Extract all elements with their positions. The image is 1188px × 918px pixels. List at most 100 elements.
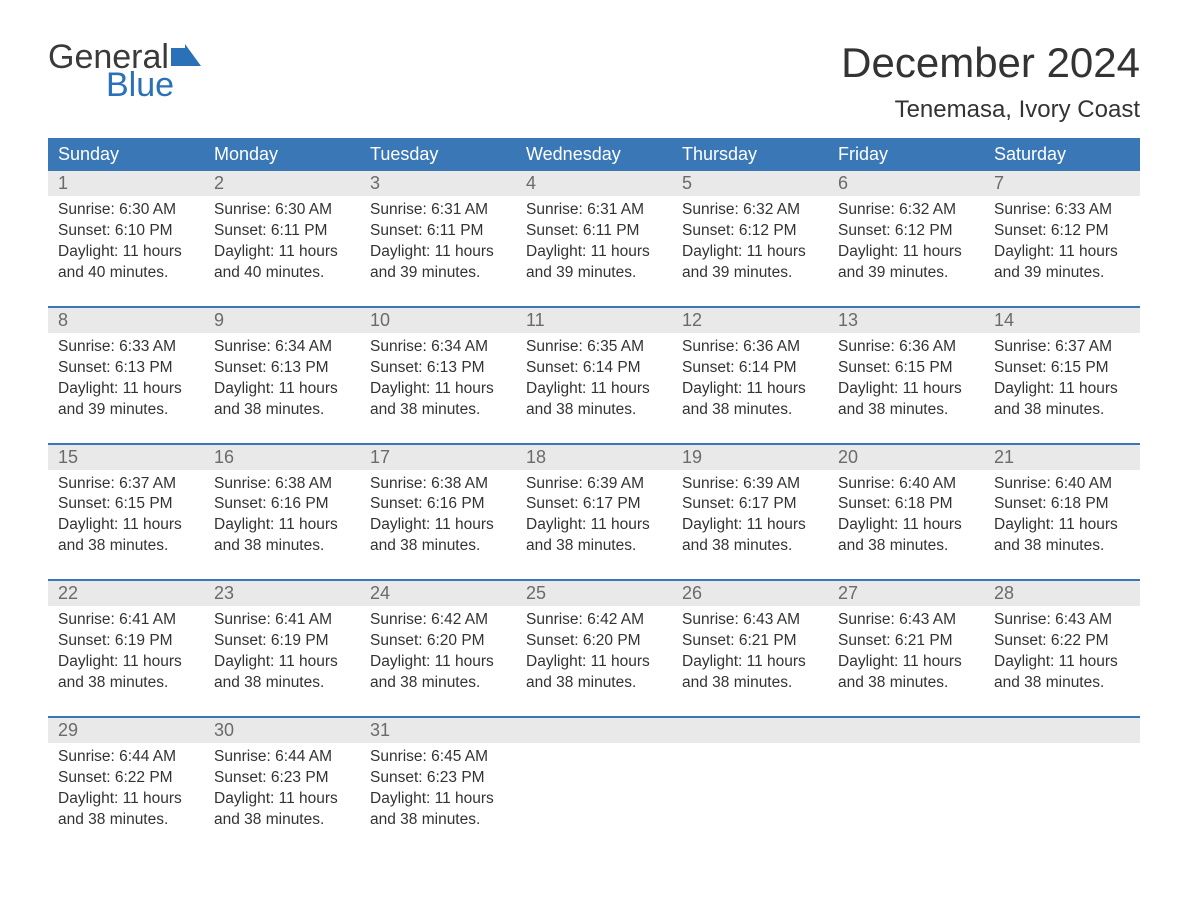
day-cell: Sunrise: 6:40 AMSunset: 6:18 PMDaylight:… bbox=[984, 470, 1140, 566]
weekday-header-cell: Sunday bbox=[48, 138, 204, 171]
day-number: 18 bbox=[516, 445, 672, 470]
daylight-text: Daylight: 11 hours and 38 minutes. bbox=[214, 515, 350, 557]
calendar-week: 293031Sunrise: 6:44 AMSunset: 6:22 PMDay… bbox=[48, 716, 1140, 839]
day-number: 8 bbox=[48, 308, 204, 333]
day-number: 5 bbox=[672, 171, 828, 196]
logo-flag-icon bbox=[171, 44, 201, 70]
sunset-text: Sunset: 6:11 PM bbox=[214, 221, 350, 242]
sunset-text: Sunset: 6:13 PM bbox=[370, 358, 506, 379]
daylight-text: Daylight: 11 hours and 38 minutes. bbox=[214, 789, 350, 831]
sunset-text: Sunset: 6:19 PM bbox=[58, 631, 194, 652]
calendar-week: 22232425262728Sunrise: 6:41 AMSunset: 6:… bbox=[48, 579, 1140, 702]
daylight-text: Daylight: 11 hours and 38 minutes. bbox=[682, 652, 818, 694]
daylight-text: Daylight: 11 hours and 38 minutes. bbox=[994, 652, 1130, 694]
sunrise-text: Sunrise: 6:44 AM bbox=[214, 747, 350, 768]
sunset-text: Sunset: 6:10 PM bbox=[58, 221, 194, 242]
day-cell bbox=[828, 743, 984, 839]
daylight-text: Daylight: 11 hours and 38 minutes. bbox=[838, 515, 974, 557]
day-number: 31 bbox=[360, 718, 516, 743]
daylight-text: Daylight: 11 hours and 38 minutes. bbox=[370, 652, 506, 694]
sunset-text: Sunset: 6:20 PM bbox=[370, 631, 506, 652]
sunrise-text: Sunrise: 6:34 AM bbox=[370, 337, 506, 358]
sunset-text: Sunset: 6:15 PM bbox=[994, 358, 1130, 379]
daylight-text: Daylight: 11 hours and 38 minutes. bbox=[370, 515, 506, 557]
sunrise-text: Sunrise: 6:32 AM bbox=[682, 200, 818, 221]
day-number: 28 bbox=[984, 581, 1140, 606]
day-number-row: 22232425262728 bbox=[48, 581, 1140, 606]
sunrise-text: Sunrise: 6:38 AM bbox=[214, 474, 350, 495]
sunset-text: Sunset: 6:15 PM bbox=[58, 494, 194, 515]
daylight-text: Daylight: 11 hours and 38 minutes. bbox=[58, 515, 194, 557]
sunrise-text: Sunrise: 6:32 AM bbox=[838, 200, 974, 221]
weekday-header-row: SundayMondayTuesdayWednesdayThursdayFrid… bbox=[48, 138, 1140, 171]
day-cell: Sunrise: 6:30 AMSunset: 6:11 PMDaylight:… bbox=[204, 196, 360, 292]
sunrise-text: Sunrise: 6:33 AM bbox=[994, 200, 1130, 221]
day-cell: Sunrise: 6:41 AMSunset: 6:19 PMDaylight:… bbox=[204, 606, 360, 702]
sunrise-text: Sunrise: 6:37 AM bbox=[58, 474, 194, 495]
daylight-text: Daylight: 11 hours and 39 minutes. bbox=[838, 242, 974, 284]
sunset-text: Sunset: 6:11 PM bbox=[526, 221, 662, 242]
day-number: 3 bbox=[360, 171, 516, 196]
daylight-text: Daylight: 11 hours and 40 minutes. bbox=[214, 242, 350, 284]
day-cell: Sunrise: 6:34 AMSunset: 6:13 PMDaylight:… bbox=[204, 333, 360, 429]
sunset-text: Sunset: 6:23 PM bbox=[214, 768, 350, 789]
sunrise-text: Sunrise: 6:43 AM bbox=[994, 610, 1130, 631]
sunset-text: Sunset: 6:22 PM bbox=[58, 768, 194, 789]
sunset-text: Sunset: 6:13 PM bbox=[214, 358, 350, 379]
day-cell: Sunrise: 6:43 AMSunset: 6:21 PMDaylight:… bbox=[828, 606, 984, 702]
sunset-text: Sunset: 6:12 PM bbox=[838, 221, 974, 242]
day-cell: Sunrise: 6:34 AMSunset: 6:13 PMDaylight:… bbox=[360, 333, 516, 429]
day-number: 11 bbox=[516, 308, 672, 333]
sunrise-text: Sunrise: 6:44 AM bbox=[58, 747, 194, 768]
sunrise-text: Sunrise: 6:40 AM bbox=[838, 474, 974, 495]
day-number: 1 bbox=[48, 171, 204, 196]
daylight-text: Daylight: 11 hours and 39 minutes. bbox=[526, 242, 662, 284]
sunset-text: Sunset: 6:17 PM bbox=[682, 494, 818, 515]
sunrise-text: Sunrise: 6:33 AM bbox=[58, 337, 194, 358]
daylight-text: Daylight: 11 hours and 38 minutes. bbox=[370, 789, 506, 831]
day-cell: Sunrise: 6:33 AMSunset: 6:12 PMDaylight:… bbox=[984, 196, 1140, 292]
day-cell: Sunrise: 6:39 AMSunset: 6:17 PMDaylight:… bbox=[672, 470, 828, 566]
day-cell: Sunrise: 6:43 AMSunset: 6:21 PMDaylight:… bbox=[672, 606, 828, 702]
day-cell: Sunrise: 6:32 AMSunset: 6:12 PMDaylight:… bbox=[828, 196, 984, 292]
daylight-text: Daylight: 11 hours and 39 minutes. bbox=[58, 379, 194, 421]
sunrise-text: Sunrise: 6:42 AM bbox=[370, 610, 506, 631]
day-cell: Sunrise: 6:38 AMSunset: 6:16 PMDaylight:… bbox=[360, 470, 516, 566]
sunrise-text: Sunrise: 6:35 AM bbox=[526, 337, 662, 358]
sunset-text: Sunset: 6:17 PM bbox=[526, 494, 662, 515]
weekday-header-cell: Saturday bbox=[984, 138, 1140, 171]
sunrise-text: Sunrise: 6:45 AM bbox=[370, 747, 506, 768]
day-cell bbox=[516, 743, 672, 839]
sunrise-text: Sunrise: 6:34 AM bbox=[214, 337, 350, 358]
daylight-text: Daylight: 11 hours and 39 minutes. bbox=[994, 242, 1130, 284]
day-cell: Sunrise: 6:36 AMSunset: 6:14 PMDaylight:… bbox=[672, 333, 828, 429]
daylight-text: Daylight: 11 hours and 38 minutes. bbox=[58, 789, 194, 831]
daylight-text: Daylight: 11 hours and 38 minutes. bbox=[214, 379, 350, 421]
sunrise-text: Sunrise: 6:41 AM bbox=[214, 610, 350, 631]
sunset-text: Sunset: 6:12 PM bbox=[682, 221, 818, 242]
day-number: 14 bbox=[984, 308, 1140, 333]
day-number-row: 891011121314 bbox=[48, 308, 1140, 333]
sunset-text: Sunset: 6:18 PM bbox=[994, 494, 1130, 515]
day-number: 16 bbox=[204, 445, 360, 470]
sunrise-text: Sunrise: 6:39 AM bbox=[526, 474, 662, 495]
sunrise-text: Sunrise: 6:36 AM bbox=[838, 337, 974, 358]
logo: General Blue bbox=[48, 40, 201, 102]
daylight-text: Daylight: 11 hours and 39 minutes. bbox=[370, 242, 506, 284]
day-number: 22 bbox=[48, 581, 204, 606]
weekday-header-cell: Wednesday bbox=[516, 138, 672, 171]
day-cell: Sunrise: 6:42 AMSunset: 6:20 PMDaylight:… bbox=[516, 606, 672, 702]
day-number bbox=[672, 718, 828, 743]
calendar-week: 1234567Sunrise: 6:30 AMSunset: 6:10 PMDa… bbox=[48, 171, 1140, 292]
day-cell: Sunrise: 6:41 AMSunset: 6:19 PMDaylight:… bbox=[48, 606, 204, 702]
daylight-text: Daylight: 11 hours and 38 minutes. bbox=[214, 652, 350, 694]
day-cell: Sunrise: 6:36 AMSunset: 6:15 PMDaylight:… bbox=[828, 333, 984, 429]
day-number bbox=[984, 718, 1140, 743]
sunset-text: Sunset: 6:14 PM bbox=[526, 358, 662, 379]
sunrise-text: Sunrise: 6:30 AM bbox=[58, 200, 194, 221]
sunset-text: Sunset: 6:12 PM bbox=[994, 221, 1130, 242]
day-number bbox=[828, 718, 984, 743]
daylight-text: Daylight: 11 hours and 38 minutes. bbox=[526, 379, 662, 421]
sunset-text: Sunset: 6:14 PM bbox=[682, 358, 818, 379]
sunrise-text: Sunrise: 6:41 AM bbox=[58, 610, 194, 631]
